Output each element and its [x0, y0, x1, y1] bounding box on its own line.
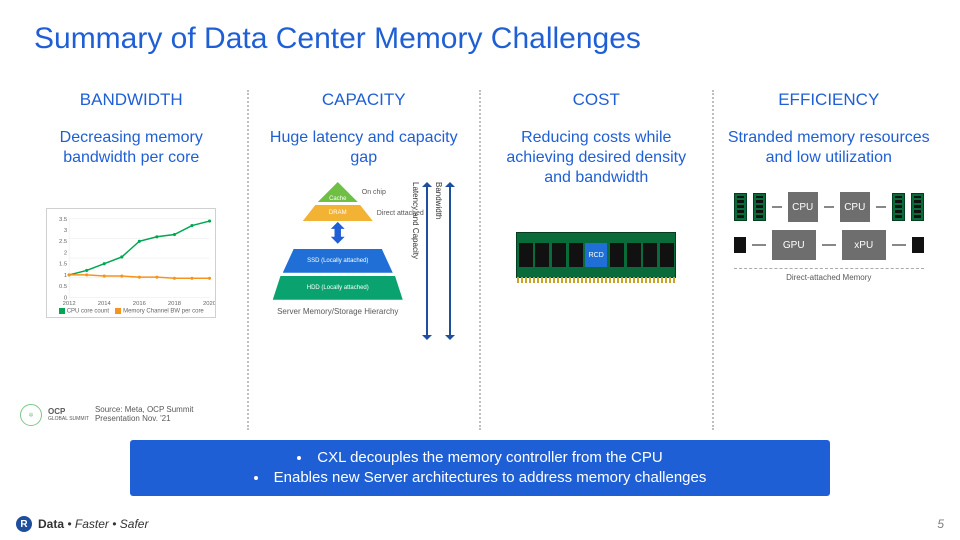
- memory-module-icon: [892, 193, 905, 221]
- col-subtitle: Decreasing memory bandwidth per core: [30, 128, 233, 168]
- gap-arrow-icon: ⬍: [326, 226, 349, 243]
- brand-logo-icon: R: [16, 516, 32, 532]
- column-bandwidth: BANDWIDTH Decreasing memory bandwidth pe…: [20, 90, 243, 430]
- latency-arrow-icon: [426, 186, 428, 336]
- xpu-block: xPU: [842, 230, 886, 260]
- svg-text:2020: 2020: [203, 301, 215, 307]
- dram-chip-icon: [660, 243, 674, 267]
- columns-container: BANDWIDTH Decreasing memory bandwidth pe…: [20, 90, 940, 430]
- ocp-logo-icon: ✲: [20, 404, 42, 426]
- bandwidth-chart-wrap: 00.511.522.533.5 20122014201620182020 CP…: [30, 208, 233, 318]
- callout-bullet: Enables new Server architectures to addr…: [144, 468, 816, 488]
- arrow-label-latency: Latency and Capacity: [411, 182, 420, 340]
- dram-chip-icon: [552, 243, 566, 267]
- rcd-chip: RCD: [585, 243, 607, 267]
- col-heading: BANDWIDTH: [30, 90, 233, 110]
- svg-text:3.5: 3.5: [59, 217, 68, 223]
- gpu-block: GPU: [772, 230, 816, 260]
- capacity-graphic: Cache On chip DRAM Direct attached ⬍ SSD…: [263, 182, 466, 340]
- slide-footer: R Data • Faster • Safer 5: [16, 516, 944, 532]
- column-capacity: CAPACITY Huge latency and capacity gap C…: [253, 90, 476, 430]
- svg-text:1: 1: [64, 273, 67, 279]
- connector-icon: [824, 206, 834, 208]
- footer-brand: R Data • Faster • Safer: [16, 516, 148, 532]
- tier-note: On chip: [362, 189, 386, 196]
- small-memory-icon: [912, 237, 924, 253]
- dram-chip-icon: [643, 243, 657, 267]
- column-separator: [712, 90, 714, 430]
- arrow-label-bandwidth: Bandwidth: [434, 182, 443, 340]
- source-text: Source: Meta, OCP Summit Presentation No…: [95, 406, 195, 424]
- column-efficiency: EFFICIENCY Stranded memory resources and…: [718, 90, 941, 430]
- tier-cache: Cache On chip: [318, 182, 358, 202]
- col-heading: CAPACITY: [263, 90, 466, 110]
- dram-chip-icon: [627, 243, 641, 267]
- svg-text:2016: 2016: [133, 301, 147, 307]
- page-number: 5: [937, 517, 944, 531]
- column-separator: [479, 90, 481, 430]
- col-heading: COST: [495, 90, 698, 110]
- small-memory-icon: [734, 237, 746, 253]
- tier-dram: DRAM Direct attached: [303, 205, 373, 221]
- memory-module-icon: [911, 193, 924, 221]
- col-heading: EFFICIENCY: [728, 90, 931, 110]
- pyramid-caption: Server Memory/Storage Hierarchy: [277, 307, 398, 316]
- dram-chip-icon: [519, 243, 533, 267]
- connector-icon: [752, 244, 766, 246]
- legend-series-2: Memory Channel BW per core: [115, 308, 204, 315]
- efficiency-graphic: CPU CPU GPU xPU: [728, 182, 931, 282]
- tier-hdd: HDD (Locally attached): [273, 276, 403, 300]
- svg-text:3: 3: [64, 228, 68, 234]
- column-separator: [247, 90, 249, 430]
- connector-icon: [876, 206, 886, 208]
- col-subtitle: Reducing costs while achieving desired d…: [495, 128, 698, 188]
- slide: Summary of Data Center Memory Challenges…: [0, 0, 960, 540]
- dimm-module: RCD: [516, 232, 676, 278]
- efficiency-diagram: CPU CPU GPU xPU: [734, 192, 924, 282]
- tier-note: Direct attached: [377, 210, 424, 217]
- memory-module-icon: [753, 193, 766, 221]
- memory-pyramid: Cache On chip DRAM Direct attached ⬍ SSD…: [273, 182, 403, 316]
- slide-title: Summary of Data Center Memory Challenges: [34, 22, 641, 56]
- connector-icon: [822, 244, 836, 246]
- connector-icon: [772, 206, 782, 208]
- svg-text:2.5: 2.5: [59, 239, 68, 245]
- column-cost: COST Reducing costs while achieving desi…: [485, 90, 708, 430]
- legend-series-1: CPU core count: [59, 308, 109, 315]
- dram-chip-icon: [535, 243, 549, 267]
- bandwidth-chart: 00.511.522.533.5 20122014201620182020 CP…: [46, 208, 216, 318]
- callout-bullet: CXL decouples the memory controller from…: [144, 448, 816, 468]
- dram-chip-icon: [569, 243, 583, 267]
- chart-legend: CPU core count Memory Channel BW per cor…: [47, 308, 215, 315]
- dram-chip-icon: [610, 243, 624, 267]
- svg-text:0.5: 0.5: [59, 284, 68, 290]
- tier-ssd: SSD (Locally attached): [283, 249, 393, 273]
- bandwidth-arrow-icon: [449, 186, 451, 336]
- memory-module-icon: [734, 193, 747, 221]
- svg-text:2014: 2014: [98, 301, 112, 307]
- eff-divider: [734, 268, 924, 269]
- brand-word: Data: [38, 517, 64, 531]
- svg-text:2018: 2018: [168, 301, 182, 307]
- svg-text:2: 2: [64, 250, 67, 256]
- connector-icon: [892, 244, 906, 246]
- summary-callout: CXL decouples the memory controller from…: [130, 440, 830, 497]
- cpu-block: CPU: [788, 192, 818, 222]
- brand-tagline: • Faster • Safer: [64, 517, 148, 531]
- bandwidth-source: ✲ OCP GLOBAL SUMMIT Source: Meta, OCP Su…: [20, 404, 195, 426]
- col-subtitle: Huge latency and capacity gap: [263, 128, 466, 168]
- svg-text:2012: 2012: [63, 301, 76, 307]
- cost-graphic: RCD: [495, 202, 698, 278]
- cpu-block: CPU: [840, 192, 870, 222]
- svg-text:1.5: 1.5: [59, 262, 68, 268]
- col-subtitle: Stranded memory resources and low utiliz…: [728, 128, 931, 168]
- eff-caption: Direct-attached Memory: [734, 273, 924, 282]
- ocp-logo-sub: GLOBAL SUMMIT: [48, 417, 89, 423]
